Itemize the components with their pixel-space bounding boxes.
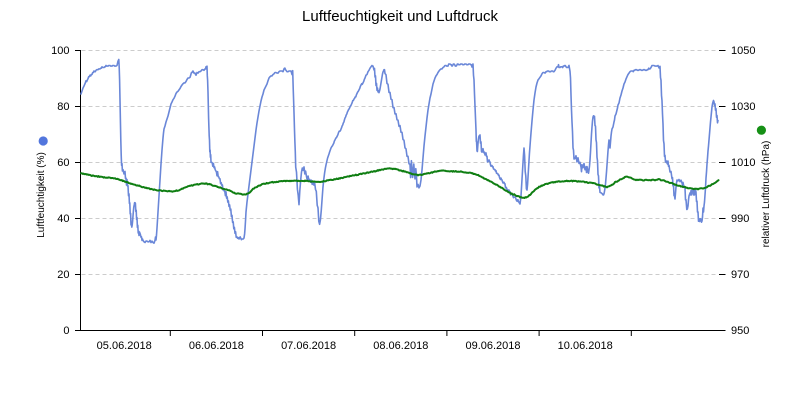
svg-text:990: 990: [731, 213, 749, 225]
svg-text:1050: 1050: [731, 45, 755, 57]
svg-text:0: 0: [63, 325, 69, 337]
svg-text:1030: 1030: [731, 101, 755, 113]
svg-text:40: 40: [57, 213, 69, 225]
svg-text:1010: 1010: [731, 157, 755, 169]
svg-text:08.06.2018: 08.06.2018: [373, 340, 428, 352]
svg-text:20: 20: [57, 269, 69, 281]
svg-text:06.06.2018: 06.06.2018: [189, 340, 244, 352]
svg-text:Luftfeuchtigkeit und Luftdruck: Luftfeuchtigkeit und Luftdruck: [302, 8, 498, 25]
svg-text:relativer Luftdruck (hPa): relativer Luftdruck (hPa): [761, 141, 772, 248]
svg-text:07.06.2018: 07.06.2018: [281, 340, 336, 352]
svg-text:10.06.2018: 10.06.2018: [558, 340, 613, 352]
svg-text:950: 950: [731, 325, 749, 337]
svg-text:80: 80: [57, 101, 69, 113]
svg-text:09.06.2018: 09.06.2018: [465, 340, 520, 352]
svg-text:05.06.2018: 05.06.2018: [97, 340, 152, 352]
svg-text:100: 100: [51, 45, 69, 57]
svg-text:970: 970: [731, 269, 749, 281]
svg-text:60: 60: [57, 157, 69, 169]
svg-text:Luftfeuchtigkeit (%): Luftfeuchtigkeit (%): [36, 152, 47, 238]
